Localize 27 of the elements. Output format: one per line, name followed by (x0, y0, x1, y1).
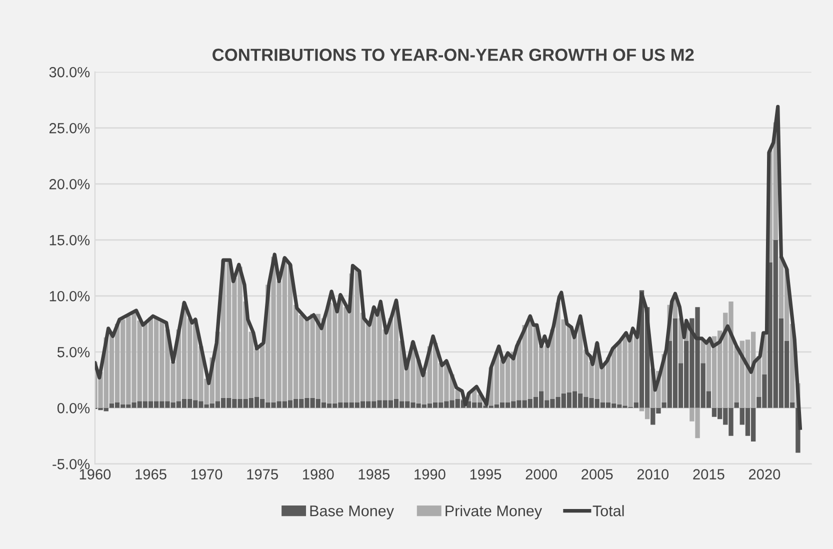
y-tick-label: 10.0% (50, 291, 90, 302)
legend-label: Base Money (310, 506, 394, 520)
line-series (94, 104, 802, 430)
y-tick-label: 5.0% (57, 347, 90, 358)
bar (734, 402, 739, 408)
legend-label: Total (592, 505, 624, 516)
x-tick-label: 1990 (414, 469, 446, 480)
x-tick-label: 1995 (470, 469, 502, 480)
chart-title: CONTRIBUTIONS TO YEAR-ON-YEAR GROWTH OF US M2 (212, 48, 694, 61)
x-tick-label: 2010 (637, 469, 669, 480)
x-tick-label: 1975 (247, 469, 278, 480)
x-tick-label: 2000 (526, 469, 557, 480)
x-tick-label: 1980 (303, 469, 334, 480)
x-tick-label: 1965 (136, 469, 166, 480)
x-tick-label: 1985 (358, 469, 390, 480)
y-tick-label: 0.0% (57, 403, 90, 414)
y-tick-label: 25.0% (49, 123, 90, 134)
y-tick-label: 20.0% (49, 179, 90, 190)
x-tick-label: 2005 (582, 469, 613, 480)
y-tick-label: -5.0% (52, 459, 90, 470)
x-tick-label: 2020 (748, 469, 780, 480)
x-tick-label: 1960 (80, 469, 111, 480)
y-tick-label: 30.0% (49, 67, 90, 78)
y-tick-label: 15.0% (50, 235, 90, 246)
x-tick-label: 2015 (693, 469, 724, 480)
x-tick-label: 1970 (191, 469, 222, 480)
legend-label: Private Money (446, 505, 542, 520)
